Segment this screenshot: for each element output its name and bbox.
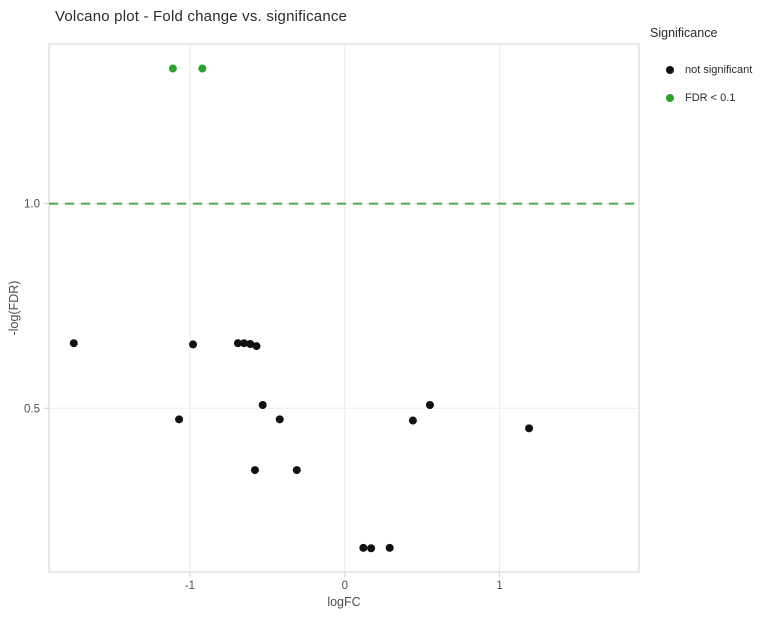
x-tick-label: 1 <box>496 580 502 592</box>
data-point-fdr-0-1 <box>198 64 207 73</box>
data-point-not-significant <box>69 339 78 348</box>
data-point-not-significant <box>367 544 376 553</box>
data-point-not-significant <box>175 415 184 424</box>
data-point-not-significant <box>252 342 261 351</box>
legend-title: Significance <box>650 26 718 40</box>
legend: Significance not significant FDR < 0.1 <box>648 26 766 116</box>
x-tick-label: 0 <box>342 580 348 592</box>
y-axis-title: -log(FDR) <box>7 281 21 336</box>
data-point-fdr-0-1 <box>168 64 177 73</box>
data-point-not-significant <box>250 466 259 475</box>
not-significant-dot-icon <box>666 66 674 74</box>
legend-entry-label: FDR < 0.1 <box>685 92 736 104</box>
data-point-not-significant <box>189 340 198 349</box>
data-point-not-significant <box>359 543 368 552</box>
legend-entry-fdr[interactable]: FDR < 0.1 <box>648 88 766 108</box>
plot-panel <box>48 43 640 573</box>
data-point-not-significant <box>258 401 267 410</box>
data-point-not-significant <box>233 339 242 348</box>
legend-entry-not-significant[interactable]: not significant <box>648 60 766 80</box>
data-point-not-significant <box>408 416 417 425</box>
data-point-not-significant <box>525 424 534 433</box>
x-tick-label: -1 <box>185 580 195 592</box>
data-point-not-significant <box>275 415 284 424</box>
data-point-not-significant <box>425 401 434 410</box>
y-tick-label: 1.0 <box>24 199 40 211</box>
data-point-not-significant <box>385 543 394 552</box>
data-point-not-significant <box>292 466 301 475</box>
data-point-not-significant <box>246 340 255 349</box>
fdr-significant-dot-icon <box>666 94 674 102</box>
x-axis-title: logFC <box>327 595 360 609</box>
data-point-not-significant <box>240 339 249 348</box>
legend-entry-label: not significant <box>685 64 753 76</box>
y-tick-label: 0.5 <box>24 403 40 415</box>
chart-title: Volcano plot - Fold change vs. significa… <box>55 8 348 25</box>
